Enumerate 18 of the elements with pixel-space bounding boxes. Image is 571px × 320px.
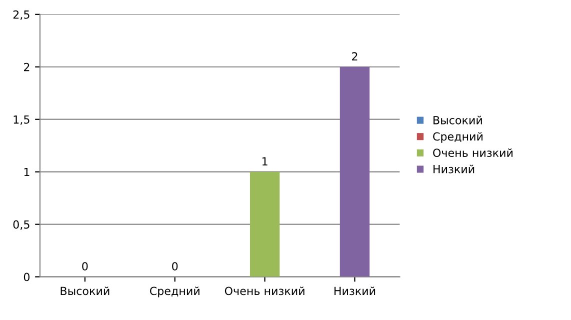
y-tick-label: 0,5 [13,220,30,230]
y-tick-label: 2 [24,62,30,72]
y-tick-label: 0 [24,272,30,282]
y-tick-label: 2,5 [13,10,30,20]
data-label: 0 [82,262,88,270]
data-label: 0 [172,262,178,270]
y-tick-label: 1,5 [14,115,30,125]
legend-label: Средний [433,132,482,143]
y-tick-label: 1 [24,168,30,176]
x-tick-label: Очень низкий [224,286,304,296]
legend-label: Очень низкий [433,148,512,157]
data-label: 2 [352,52,358,60]
data-label: 1 [262,157,268,166]
legend-label: Низкий [434,164,474,174]
x-tick-label: Высокий [60,286,110,296]
legend-label: Высокий [434,116,482,124]
x-tick-label: Низкий [334,286,376,296]
x-tick-label: Средний [150,286,200,298]
